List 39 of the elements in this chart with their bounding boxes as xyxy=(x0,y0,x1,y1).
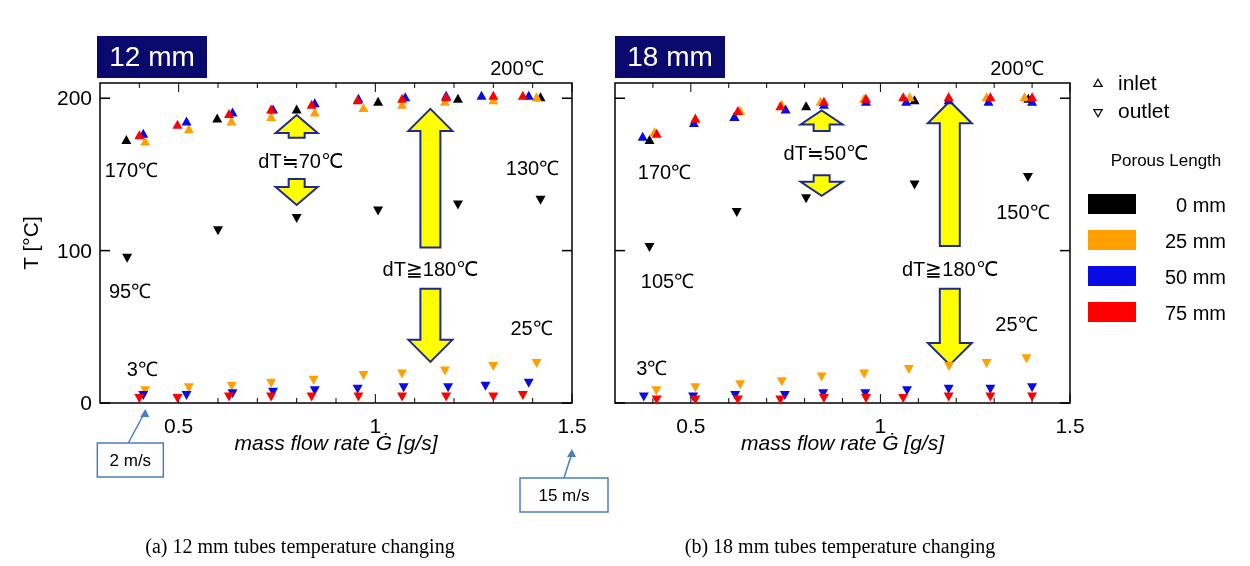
x-tick-label: 1 xyxy=(874,414,887,437)
legend-title: Porous Length xyxy=(1110,151,1222,170)
annotation: 25℃ xyxy=(510,317,553,340)
x-tick-label: 1 xyxy=(369,414,382,437)
legend-label: 50 mm xyxy=(1164,266,1226,288)
annotation: 25℃ xyxy=(995,312,1038,335)
annotation: dT≧180℃ xyxy=(382,257,479,280)
annotation: 150℃ xyxy=(996,201,1050,224)
chart-title: 12 mm xyxy=(109,41,195,72)
annotation: 95℃ xyxy=(109,280,152,303)
text: 15 m/s xyxy=(538,486,590,505)
text: (b) 18 mm tubes temperature changing xyxy=(684,535,996,558)
legend-label: 25 mm xyxy=(1164,230,1226,252)
x-tick-label: 1.5 xyxy=(1055,414,1085,437)
annotation: 170℃ xyxy=(637,161,692,184)
text: inlet xyxy=(1118,71,1157,94)
x-tick-label: 1.5 xyxy=(557,414,587,437)
annotation: dT≧180℃ xyxy=(901,257,998,280)
text: (a) 12 mm tubes temperature changing xyxy=(145,535,455,558)
y-tick-label: 0 xyxy=(80,391,92,414)
annotation: dT≒70℃ xyxy=(258,149,343,172)
y-axis-title: T [°C] xyxy=(19,216,42,270)
annotation: 105℃ xyxy=(640,269,695,292)
x-tick-label: 0.5 xyxy=(164,414,194,437)
legend-label: 0 mm xyxy=(1176,194,1226,216)
text: outlet xyxy=(1118,99,1170,122)
legend-label: 75 mm xyxy=(1164,302,1226,324)
text: 200℃ xyxy=(490,57,544,79)
annotation: 2 m/s xyxy=(109,451,152,470)
annotation: dT≒50℃ xyxy=(783,142,869,165)
annotation: 3℃ xyxy=(636,356,668,379)
chart-title: 18 mm xyxy=(627,41,713,72)
annotation: 130℃ xyxy=(505,157,560,180)
x-tick-label: 0.5 xyxy=(676,414,706,437)
annotation: 170℃ xyxy=(104,159,159,182)
y-tick-label: 100 xyxy=(56,238,92,262)
text: 200℃ xyxy=(990,57,1044,79)
annotation: 3℃ xyxy=(126,358,158,381)
y-tick-label: 200 xyxy=(56,86,92,110)
